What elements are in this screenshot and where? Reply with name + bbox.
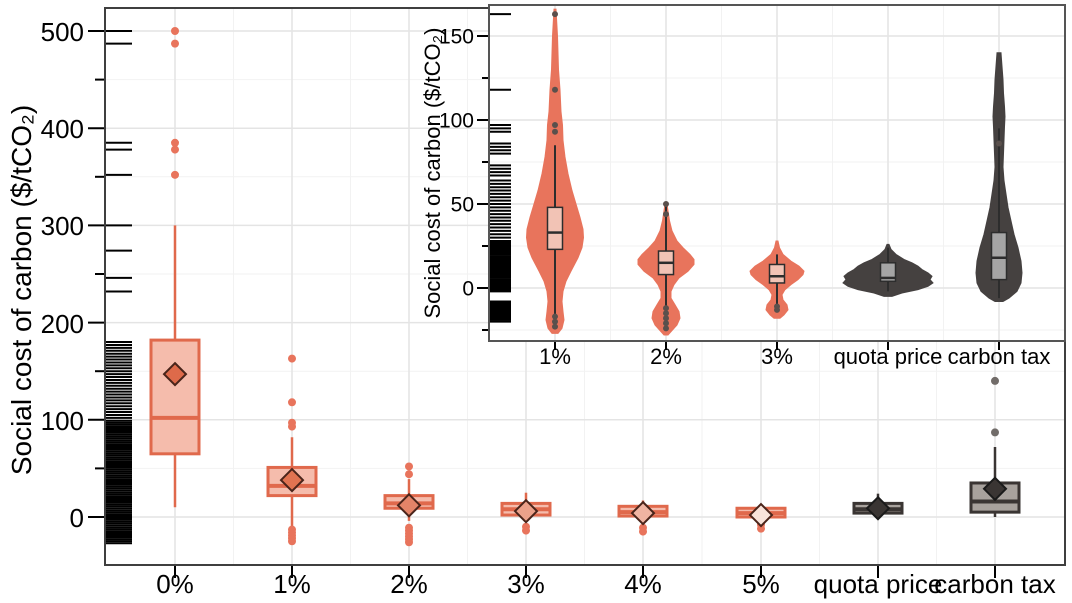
outlier-dot-2% [405,538,413,547]
mean-diamond-carbon tax [982,476,1008,502]
outlier-dot-1% [288,354,296,363]
outlier-dot-1% [288,422,296,431]
inset-box-1% [546,206,564,251]
inset-dot-1% [552,313,558,320]
inset-dot-1% [552,318,558,325]
outlier-dot-1% [288,537,296,546]
inset-plot-panel-border [488,4,1066,342]
mean-diamond-4% [630,500,656,526]
mean-diamond-1% [279,467,305,493]
inset-dot-2% [663,315,669,322]
outlier-dot-3% [522,526,530,535]
inset-dot-2% [663,320,669,327]
mean-diamond-5% [748,502,774,528]
inset-box-quota price [879,262,897,283]
mean-diamond-0% [162,361,188,387]
mean-diamond-3% [513,498,539,524]
inset-dot-1% [552,323,558,330]
inset-dot-2% [663,305,669,312]
inset-dot-1% [552,128,558,135]
inset-dot-2% [663,325,669,332]
inset-dot-carbon tax [996,140,1002,147]
inset-dot-1% [552,86,558,93]
inset-dot-3% [774,306,780,313]
outlier-dot-0% [171,27,179,35]
outlier-dot-1% [288,398,296,407]
outlier-dot-2% [405,470,413,479]
mean-diamond-quota price [865,495,891,521]
inset-dot-1% [552,11,558,18]
outlier-dot-0% [171,170,179,179]
mean-diamond-2% [396,492,422,518]
inset-dot-2% [663,310,669,317]
outlier-dot-5% [757,524,765,533]
inset-dot-2% [663,211,669,218]
outlier-dot-4% [639,527,647,536]
inset-dot-1% [552,122,558,129]
outlier-dot-0% [171,138,179,147]
outlier-dot-carbon tax [991,428,999,437]
inset-box-carbon tax [990,231,1008,281]
outlier-dot-0% [171,39,179,48]
inset-box-3% [768,263,786,284]
boxplot-box-0% [149,338,201,456]
outlier-dot-0% [171,145,179,154]
inset-dot-2% [663,201,669,207]
outlier-dot-2% [405,462,413,471]
outlier-dot-carbon tax [991,376,999,385]
